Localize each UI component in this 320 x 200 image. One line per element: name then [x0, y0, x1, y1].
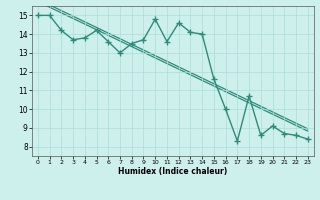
X-axis label: Humidex (Indice chaleur): Humidex (Indice chaleur): [118, 167, 228, 176]
